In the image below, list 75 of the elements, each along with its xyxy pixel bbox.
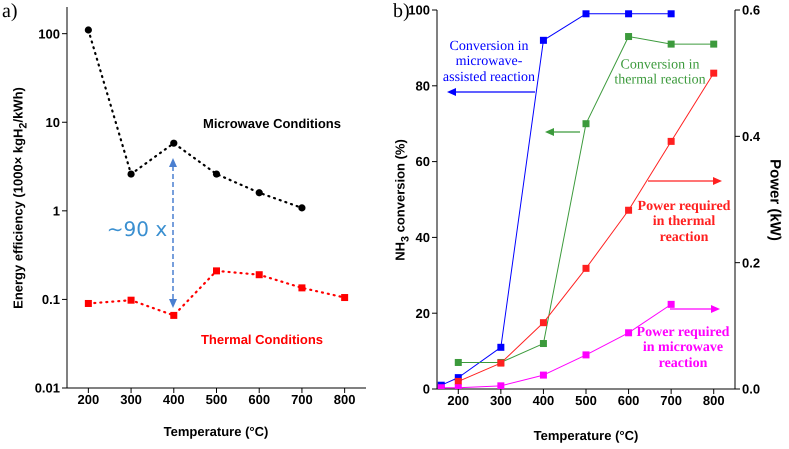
point	[710, 40, 718, 48]
y2-tick-label: 0.6	[742, 2, 760, 18]
point	[625, 206, 632, 214]
x-tick-label: 800	[334, 392, 356, 408]
x-tick-label: 200	[78, 392, 100, 408]
y-tick-label: 10	[46, 114, 60, 130]
series-label: Conversion in microwave-assisted reaction	[442, 38, 536, 86]
point	[710, 70, 718, 77]
x-tick-label: 500	[575, 393, 597, 408]
point	[668, 40, 675, 48]
point	[170, 140, 178, 147]
x-tick-label: 300	[120, 392, 142, 408]
legend-label: Power required in thermal reaction	[636, 198, 732, 246]
x-tick-label: 800	[702, 393, 725, 408]
point	[582, 10, 590, 18]
x-tick-label: 400	[162, 392, 185, 408]
point	[454, 358, 462, 366]
legend-label: Power required in microwave reaction	[636, 324, 730, 372]
point	[127, 170, 135, 178]
point	[540, 340, 547, 348]
point	[540, 372, 547, 379]
point	[668, 10, 675, 18]
point	[540, 36, 547, 44]
y-tick-label: 0.1	[42, 292, 60, 308]
text: Microwave Conditions	[202, 116, 342, 132]
y-tick-label: 40	[416, 230, 430, 246]
point	[341, 294, 348, 302]
x-axis-title: Temperature (°C)	[534, 428, 638, 443]
chart-title: a)	[2, 0, 18, 23]
y-tick-label: 80	[416, 78, 430, 94]
series-label: Conversion in thermal reaction	[613, 58, 707, 88]
point	[256, 189, 263, 196]
x-tick-label: 500	[206, 392, 228, 408]
chart-title: b)	[393, 0, 410, 23]
y-tick-label: 100	[408, 2, 430, 18]
point	[582, 264, 590, 272]
point	[213, 267, 220, 274]
y2-tick-label: 0.4	[742, 128, 761, 144]
point	[256, 271, 263, 278]
x-tick-label: 200	[447, 393, 470, 408]
x-tick-label: 600	[618, 393, 640, 408]
point	[497, 382, 504, 389]
y-tick-label: 60	[416, 154, 430, 170]
y-tick-label: 100	[38, 26, 60, 42]
y2-tick-label: 0.2	[742, 255, 760, 270]
x-tick-label: 700	[660, 393, 682, 408]
y-tick-label: 20	[416, 306, 430, 321]
point	[170, 312, 178, 319]
x-axis-title: Temperature (°C)	[164, 424, 268, 439]
point	[582, 120, 590, 128]
x-tick-label: 600	[248, 392, 270, 408]
point	[128, 296, 135, 304]
y-tick-label: 0	[422, 382, 430, 397]
point	[212, 170, 220, 178]
point	[497, 344, 504, 351]
point	[582, 351, 590, 358]
y2-tick-label: 0.0	[742, 382, 760, 397]
x-tick-label: 700	[291, 392, 313, 408]
x-tick-label: 400	[532, 393, 554, 408]
point	[625, 10, 632, 18]
text: Thermal Conditions	[200, 332, 324, 348]
y-tick-label: 1	[52, 203, 60, 218]
y-tick-label: 0.01	[34, 380, 60, 396]
point	[625, 33, 632, 40]
point	[84, 300, 92, 307]
annotation: ~90 x	[106, 217, 168, 241]
point	[668, 138, 675, 145]
point	[668, 300, 675, 308]
point	[298, 204, 306, 212]
point	[540, 319, 547, 326]
y2-axis-title: Power (kW)	[766, 159, 784, 241]
point	[84, 26, 92, 34]
x-tick-label: 300	[490, 393, 512, 408]
point	[298, 284, 306, 292]
point	[625, 329, 632, 336]
